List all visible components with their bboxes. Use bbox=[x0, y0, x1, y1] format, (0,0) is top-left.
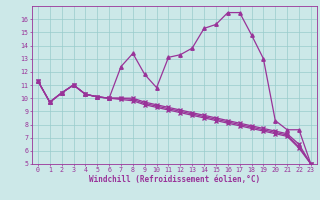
X-axis label: Windchill (Refroidissement éolien,°C): Windchill (Refroidissement éolien,°C) bbox=[89, 175, 260, 184]
